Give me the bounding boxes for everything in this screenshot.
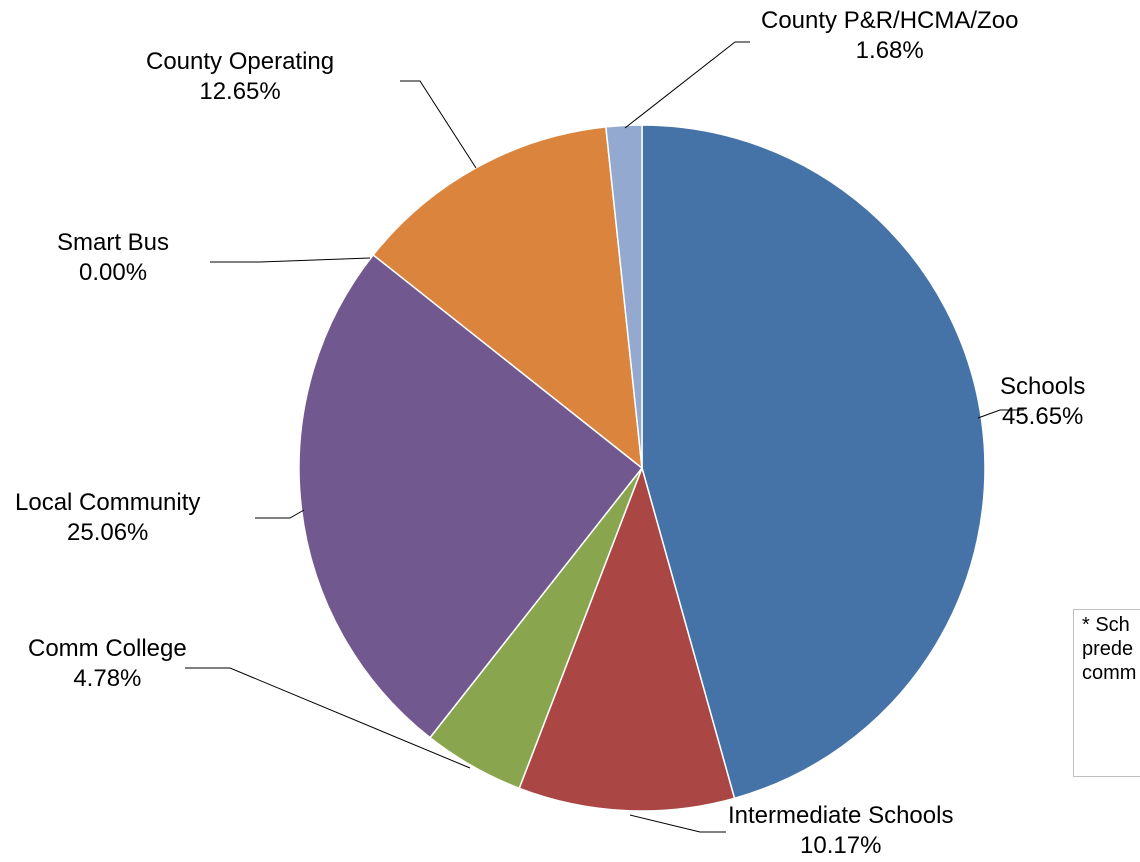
- slice-percent: 0.00%: [78, 259, 148, 286]
- footnote-line: comm: [1082, 662, 1137, 684]
- pie-slice-intermediate-schools: [518, 467, 736, 812]
- leader-line-county-p-r-hcma-zoo: [624, 41, 750, 129]
- pie-slice-schools: [641, 124, 986, 800]
- slice-percent: 1.68%: [855, 37, 924, 64]
- pie-slice-county-p-r-hcma-zoo: [605, 124, 643, 469]
- leader-line-local-community: [255, 509, 305, 519]
- slice-label-intermediate-schools: Intermediate Schools 10.17%: [728, 801, 953, 861]
- footnote-box: * Sch prede comm: [1073, 609, 1140, 777]
- slice-name: County Operating: [146, 48, 335, 75]
- slice-percent: 10.17%: [800, 832, 882, 859]
- slice-label-schools: Schools 45.65%: [1000, 372, 1085, 432]
- slice-name: Comm College: [28, 635, 187, 662]
- pie-slice-local-community: [298, 254, 643, 739]
- footnote-line: prede: [1082, 638, 1134, 660]
- slice-label-comm-college: Comm College 4.78%: [28, 634, 187, 694]
- slice-percent: 12.65%: [199, 78, 281, 105]
- slice-name: Intermediate Schools: [728, 802, 954, 829]
- slice-label-county-operating: County Operating 12.65%: [146, 47, 334, 107]
- pie-slices: [298, 124, 986, 812]
- slice-percent: 45.65%: [1001, 403, 1084, 430]
- footnote-line: * Sch: [1082, 614, 1130, 636]
- leader-line-smart-bus: [210, 257, 371, 263]
- slice-name: County P&R/HCMA/Zoo: [761, 7, 1019, 34]
- slice-label-smart-bus: Smart Bus 0.00%: [57, 228, 169, 288]
- leader-line-schools: [977, 409, 1024, 419]
- leader-line-intermediate-schools: [629, 814, 726, 833]
- slice-name: Local Community: [15, 489, 201, 516]
- leader-line-county-operating: [400, 80, 477, 169]
- slice-percent: 4.78%: [73, 665, 142, 692]
- slice-name: Schools: [1000, 373, 1086, 400]
- pie-slice-county-operating: [372, 126, 643, 469]
- slice-label-county-parks-zoo: County P&R/HCMA/Zoo 1.68%: [761, 6, 1018, 66]
- leader-line-comm-college: [185, 667, 471, 769]
- slice-label-local-community: Local Community 25.06%: [15, 488, 200, 548]
- slice-name: Smart Bus: [57, 229, 170, 256]
- slice-percent: 25.06%: [67, 519, 149, 546]
- leader-lines: [185, 41, 1024, 833]
